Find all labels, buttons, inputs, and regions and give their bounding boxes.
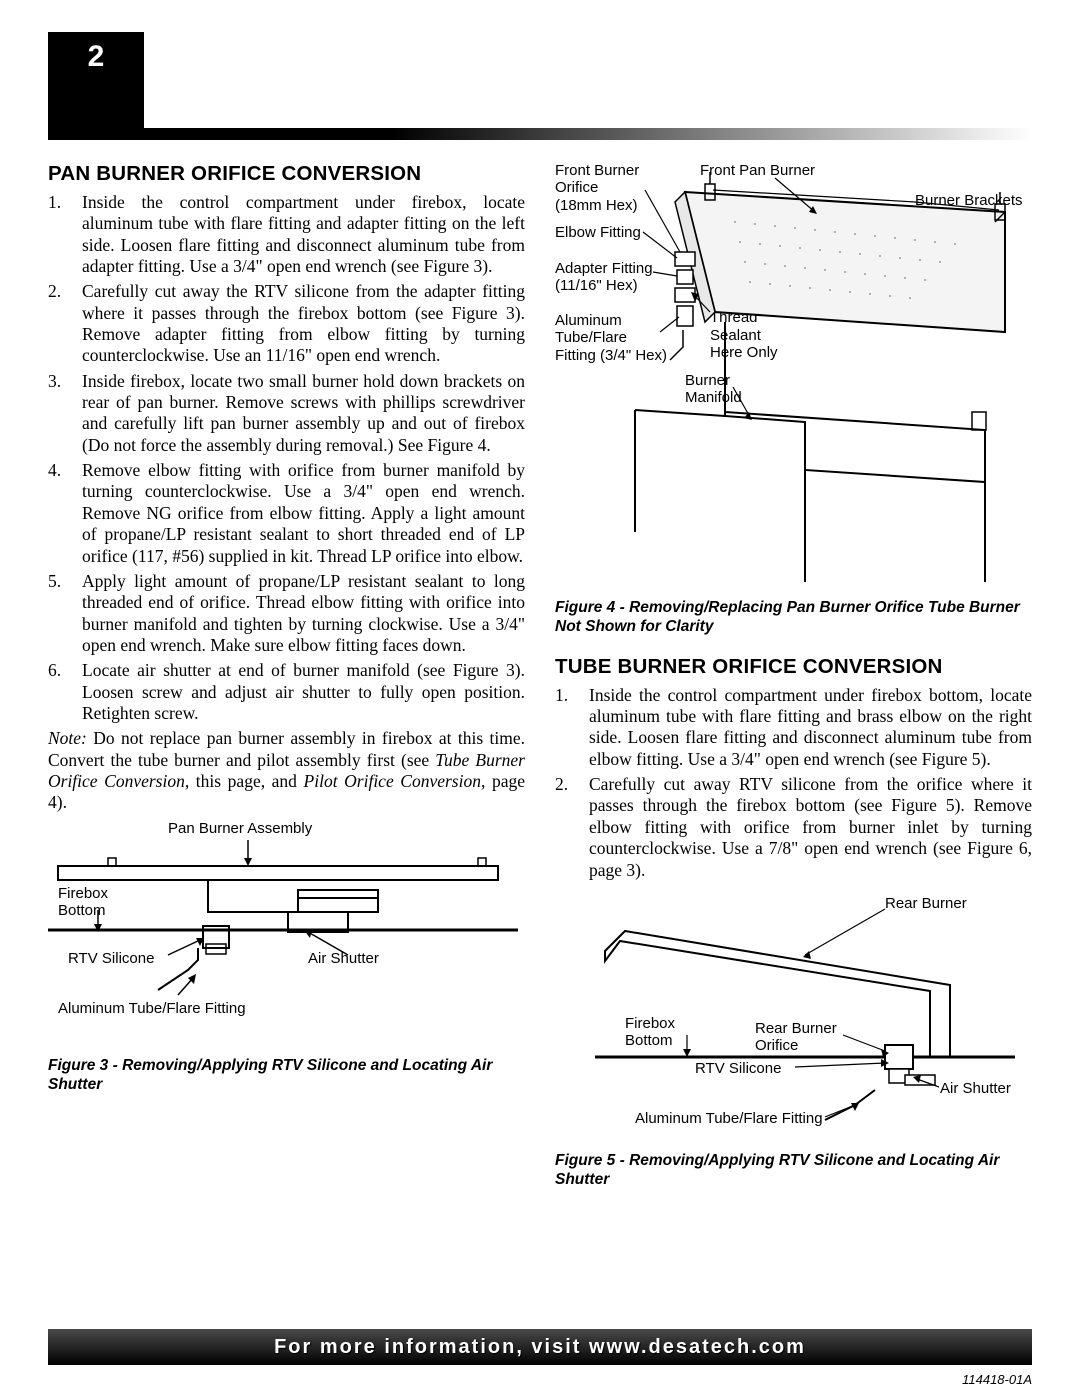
fig3-label-pan-assembly: Pan Burner Assembly bbox=[168, 820, 312, 837]
pan-step: Apply light amount of propane/LP resista… bbox=[48, 571, 525, 656]
pan-step: Carefully cut away the RTV silicone from… bbox=[48, 281, 525, 366]
pan-note: Note: Do not replace pan burner assembly… bbox=[48, 728, 525, 813]
note-prefix: Note: bbox=[48, 728, 87, 748]
pan-step: Locate air shutter at end of burner mani… bbox=[48, 660, 525, 724]
pan-steps-list: Inside the control compartment under fir… bbox=[48, 192, 525, 724]
document-id: 114418-01A bbox=[962, 1372, 1032, 1387]
fig4-diagram-icon bbox=[555, 162, 1035, 592]
fig3-label-firebox: Firebox Bottom bbox=[58, 885, 108, 920]
figure-5: Rear Burner Firebox Bottom Rear Burner O… bbox=[555, 895, 1032, 1145]
fig5-diagram-icon bbox=[555, 895, 1035, 1145]
content-columns: PAN BURNER ORIFICE CONVERSION Inside the… bbox=[48, 162, 1032, 1190]
figure-4: Front Burner Orifice (18mm Hex) Front Pa… bbox=[555, 162, 1032, 592]
fig5-caption: Figure 5 - Removing/Applying RTV Silicon… bbox=[555, 1151, 1032, 1190]
tube-step: Carefully cut away RTV silicone from the… bbox=[555, 774, 1032, 881]
footer-bar: For more information, visit www.desatech… bbox=[48, 1329, 1032, 1365]
header-gradient-bar bbox=[48, 128, 1032, 140]
note-mid: , this page, and bbox=[185, 771, 304, 791]
pan-step: Remove elbow fitting with orifice from b… bbox=[48, 460, 525, 567]
fig3-label-airshutter: Air Shutter bbox=[308, 950, 379, 967]
tube-step: Inside the control compartment under fir… bbox=[555, 685, 1032, 770]
fig4-caption: Figure 4 - Removing/Replacing Pan Burner… bbox=[555, 598, 1032, 637]
pan-heading: PAN BURNER ORIFICE CONVERSION bbox=[48, 162, 525, 186]
fig3-label-rtv: RTV Silicone bbox=[68, 950, 154, 967]
page-number-block: 2 bbox=[48, 32, 144, 128]
tube-heading: TUBE BURNER ORIFICE CONVERSION bbox=[555, 655, 1032, 679]
page: 2 PAN BURNER ORIFICE CONVERSION Inside t… bbox=[0, 0, 1080, 1397]
right-column: Front Burner Orifice (18mm Hex) Front Pa… bbox=[555, 162, 1032, 1190]
fig3-diagram-icon bbox=[48, 840, 518, 1010]
pan-step: Inside the control compartment under fir… bbox=[48, 192, 525, 277]
fig3-caption: Figure 3 - Removing/Applying RTV Silicon… bbox=[48, 1056, 525, 1095]
fig3-label-tubeflare: Aluminum Tube/Flare Fitting bbox=[58, 1000, 246, 1017]
left-column: PAN BURNER ORIFICE CONVERSION Inside the… bbox=[48, 162, 525, 1190]
pan-step: Inside firebox, locate two small burner … bbox=[48, 371, 525, 456]
figure-3: Pan Burner Assembly bbox=[48, 820, 525, 1050]
note-italic2: Pilot Orifice Conversion bbox=[304, 771, 481, 791]
tube-steps-list: Inside the control compartment under fir… bbox=[555, 685, 1032, 881]
page-number: 2 bbox=[88, 40, 105, 128]
